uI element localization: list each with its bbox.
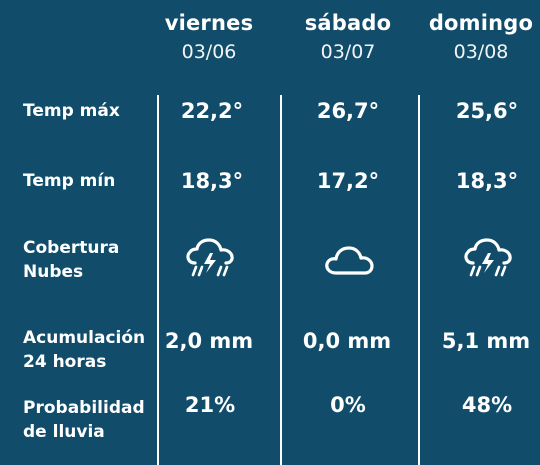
label-accumulation: Acumulación 24 horas bbox=[23, 328, 146, 372]
thunderstorm-rain-icon bbox=[461, 236, 515, 280]
accumulation-domingo: 5,1 mm bbox=[441, 329, 531, 353]
thunderstorm-rain-icon bbox=[183, 236, 237, 280]
temp-min-domingo: 18,3° bbox=[455, 169, 519, 193]
accumulation-sabado: 0,0 mm bbox=[302, 329, 392, 353]
day-name-viernes: viernes bbox=[164, 11, 254, 35]
day-name-sabado: sábado bbox=[304, 11, 392, 35]
column-divider bbox=[280, 95, 282, 465]
label-temp-max: Temp máx bbox=[23, 101, 120, 121]
label-temp-min: Temp mín bbox=[23, 171, 116, 191]
column-divider bbox=[418, 95, 420, 465]
temp-max-domingo: 25,6° bbox=[455, 99, 519, 123]
day-name-domingo: domingo bbox=[428, 11, 534, 35]
label-rain-probability: Probabilidad de lluvia bbox=[23, 398, 145, 442]
label-cloud-cover: Cobertura Nubes bbox=[23, 238, 120, 282]
column-divider bbox=[157, 95, 159, 465]
temp-max-sabado: 26,7° bbox=[316, 99, 380, 123]
rain-probability-sabado: 0% bbox=[330, 393, 366, 417]
temp-max-viernes: 22,2° bbox=[180, 99, 244, 123]
cloud-icon bbox=[322, 240, 376, 284]
rain-probability-domingo: 48% bbox=[461, 393, 513, 417]
temp-min-sabado: 17,2° bbox=[316, 169, 380, 193]
day-date-domingo: 03/08 bbox=[453, 41, 509, 63]
accumulation-viernes: 2,0 mm bbox=[164, 329, 254, 353]
temp-min-viernes: 18,3° bbox=[180, 169, 244, 193]
day-date-sabado: 03/07 bbox=[320, 41, 376, 63]
rain-probability-viernes: 21% bbox=[184, 393, 236, 417]
day-date-viernes: 03/06 bbox=[181, 41, 237, 63]
